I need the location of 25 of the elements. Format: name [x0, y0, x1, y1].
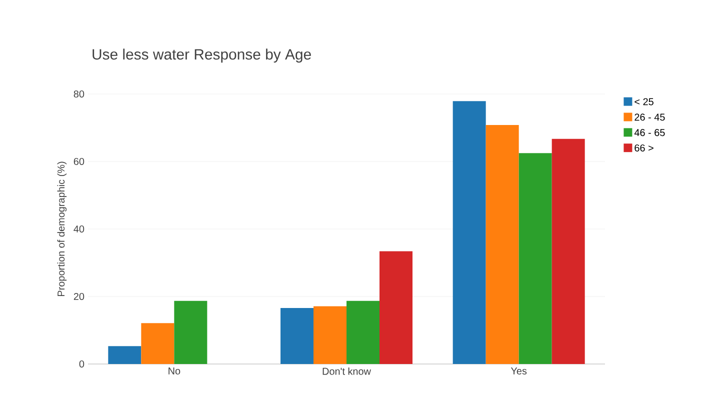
bar: [141, 323, 174, 364]
y-tick-label: 40: [74, 225, 84, 233]
bar: [108, 346, 142, 364]
y-axis-title: Proportion of demographic (%): [57, 162, 67, 296]
legend-label: < 25: [634, 98, 654, 106]
bar: [380, 251, 413, 364]
x-tick-label: No: [168, 368, 180, 374]
chart-title: Use less water Response by Age: [92, 48, 311, 63]
y-tick-label: 0: [79, 360, 84, 368]
bar: [452, 101, 486, 364]
x-tick-label: Don't know: [322, 368, 371, 375]
legend-label: 26 - 45: [634, 114, 665, 121]
y-tick-label: 60: [74, 158, 84, 166]
bar: [314, 306, 347, 364]
y-tick-label: 20: [74, 292, 84, 300]
legend-label: 66 >: [634, 144, 654, 152]
y-tick-label: 80: [74, 90, 84, 98]
bar: [174, 300, 208, 364]
bar: [280, 308, 314, 364]
bar: [552, 138, 585, 364]
x-tick-label: Yes: [510, 368, 527, 374]
bar: [486, 125, 519, 364]
bar: [518, 153, 552, 364]
bar: [346, 300, 380, 364]
legend-label: 46 - 65: [634, 129, 665, 136]
